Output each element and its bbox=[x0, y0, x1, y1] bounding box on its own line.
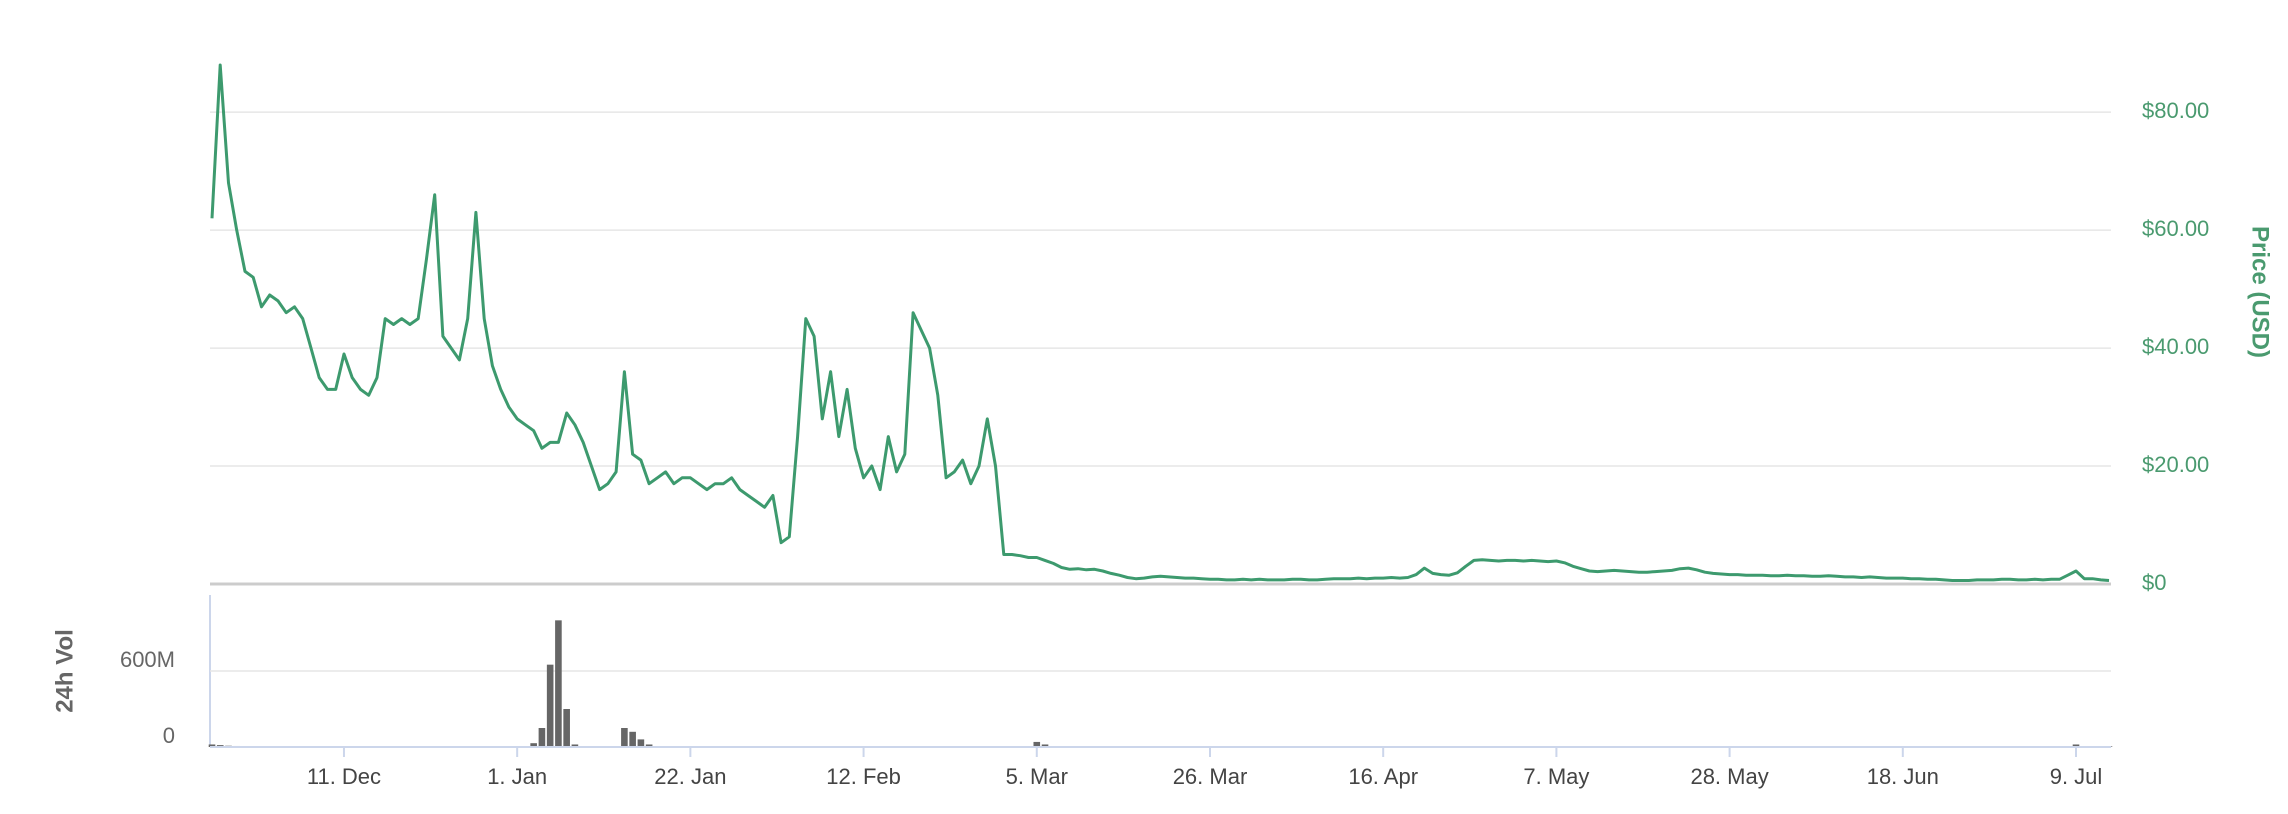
volume-bar bbox=[555, 620, 562, 747]
volume-bar bbox=[1033, 741, 1041, 747]
volume-bar bbox=[645, 744, 653, 747]
y-tick-label: $0 bbox=[2142, 570, 2166, 595]
y-tick-label: 0 bbox=[163, 723, 175, 748]
y-tick-label: $60.00 bbox=[2142, 216, 2209, 241]
y-tick-label: $40.00 bbox=[2142, 334, 2209, 359]
x-tick-label: 16. Apr bbox=[1348, 764, 1418, 789]
volume-bar bbox=[571, 744, 579, 747]
volume-bar bbox=[637, 739, 645, 747]
price-axis-title: Price (USD) bbox=[2247, 226, 2274, 358]
x-tick-label: 1. Jan bbox=[487, 764, 547, 789]
volume-bar bbox=[546, 664, 554, 747]
y-tick-label: $20.00 bbox=[2142, 452, 2209, 477]
volume-bar bbox=[538, 728, 546, 747]
y-tick-label: $80.00 bbox=[2142, 98, 2209, 123]
volume-bar bbox=[530, 743, 537, 747]
price-line bbox=[210, 63, 2110, 582]
x-tick-label: 7. May bbox=[1523, 764, 1589, 789]
x-tick-label: 22. Jan bbox=[654, 764, 726, 789]
x-tick-label: 11. Dec bbox=[307, 764, 381, 789]
x-tick-label: 9. Jul bbox=[2050, 764, 2103, 789]
x-tick-label: 28. May bbox=[1690, 764, 1768, 789]
volume-bar bbox=[1041, 744, 1049, 747]
x-tick-label: 18. Jun bbox=[1867, 764, 1939, 789]
volume-bar bbox=[2072, 744, 2080, 747]
volume-bar bbox=[629, 731, 636, 747]
volume-axis-title: 24h Vol bbox=[51, 629, 78, 713]
x-tick-label: 5. Mar bbox=[1006, 764, 1068, 789]
volume-bar bbox=[208, 744, 216, 747]
y-tick-label: 600M bbox=[120, 647, 175, 672]
x-tick-label: 26. Mar bbox=[1173, 764, 1248, 789]
x-tick-label: 12. Feb bbox=[826, 764, 901, 789]
volume-bar bbox=[621, 728, 628, 747]
volume-bar bbox=[563, 709, 570, 747]
